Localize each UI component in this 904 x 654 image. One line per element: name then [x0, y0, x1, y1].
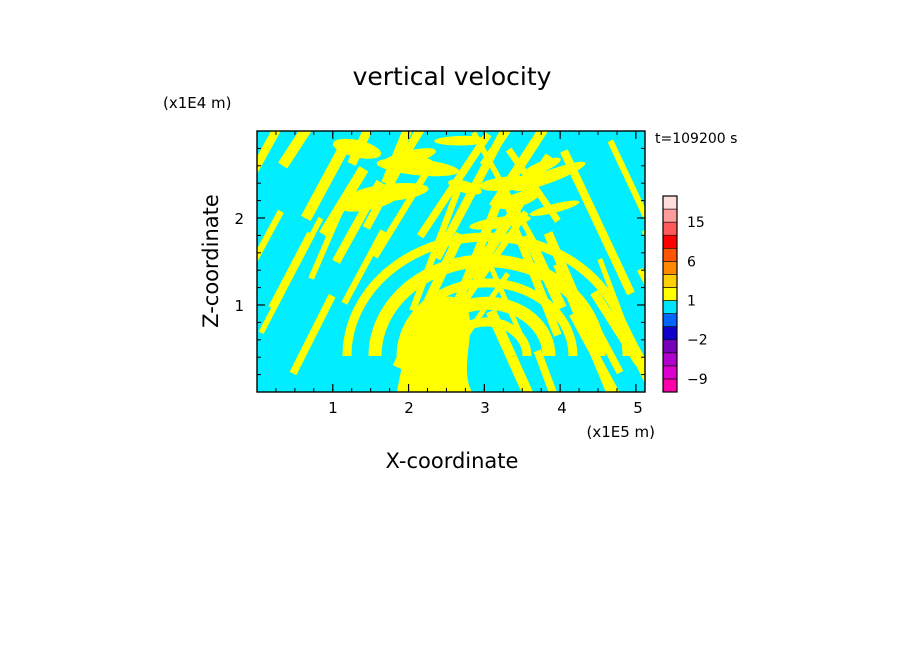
- positive-band: [278, 131, 372, 169]
- positive-blob: [397, 296, 472, 392]
- colorbar-frame: [662, 195, 678, 393]
- chart-title: vertical velocity: [353, 62, 552, 91]
- x-unit-label: (x1E5 m): [586, 423, 655, 441]
- positive-band: [624, 331, 645, 392]
- colorbar-label: −9: [687, 372, 708, 388]
- plot-frame: [256, 130, 646, 393]
- positive-band: [400, 131, 459, 161]
- positive-patch: [469, 215, 531, 230]
- axis-ticks: [257, 131, 645, 392]
- positive-arc: [396, 278, 578, 357]
- positive-band: [560, 149, 635, 296]
- positive-velocity-regions: [257, 131, 645, 392]
- positive-arc: [342, 232, 632, 357]
- colorbar-label: 15: [687, 215, 705, 231]
- positive-patch: [380, 148, 436, 168]
- colorbar-swatch: [662, 195, 678, 210]
- colorbar-swatch: [662, 339, 678, 354]
- positive-patch: [529, 200, 580, 216]
- positive-patch: [434, 135, 489, 146]
- x-tick-labels: 1 2 3 4 5: [328, 399, 643, 417]
- positive-band: [257, 131, 330, 174]
- colorbar-swatch: [662, 378, 678, 393]
- positive-band: [486, 309, 537, 392]
- positive-band: [480, 246, 528, 347]
- positive-patch: [513, 161, 586, 192]
- positive-band: [341, 229, 387, 305]
- positive-band: [289, 294, 336, 376]
- positive-band: [569, 311, 644, 392]
- colorbar-label: 6: [687, 254, 696, 270]
- velocity-field: [257, 131, 645, 392]
- positive-band: [533, 349, 587, 392]
- colorbar-label: −2: [687, 333, 708, 349]
- positive-patch: [332, 138, 382, 159]
- y-unit-label: (x1E4 m): [163, 94, 232, 112]
- y-tick-labels: 1 2: [234, 210, 244, 315]
- positive-arc: [368, 254, 606, 357]
- positive-band: [607, 139, 645, 238]
- positive-patch: [448, 179, 482, 195]
- x-tick-label: 1: [328, 399, 338, 417]
- positive-band: [301, 140, 352, 222]
- positive-patch: [521, 157, 561, 177]
- positive-patch: [498, 190, 540, 210]
- y-tick-label: 1: [234, 297, 244, 315]
- colorbar-swatch: [662, 287, 678, 301]
- colorbar-swatch: [662, 274, 678, 288]
- colorbar-swatch: [662, 221, 678, 236]
- colorbar-swatch: [662, 300, 678, 314]
- y-tick-label: 2: [234, 210, 244, 228]
- x-tick-label: 3: [480, 399, 490, 417]
- colorbar: 15 6 1 −2 −9: [662, 195, 708, 393]
- positive-band: [257, 209, 284, 284]
- time-label: t=109200 s: [655, 131, 737, 147]
- plot-area: [256, 130, 646, 393]
- colorbar-label: 1: [687, 294, 696, 310]
- x-axis-label: X-coordinate: [386, 449, 519, 473]
- positive-band: [347, 131, 402, 166]
- y-axis-label: Z-coordinate: [199, 194, 223, 328]
- positive-band: [479, 131, 540, 168]
- colorbar-swatch: [662, 352, 678, 367]
- x-tick-label: 2: [404, 399, 414, 417]
- x-tick-label: 4: [557, 399, 567, 417]
- colorbar-swatch: [662, 313, 678, 327]
- colorbar-swatch: [662, 261, 678, 275]
- positive-band: [268, 231, 315, 311]
- colorbar-swatch: [662, 208, 678, 223]
- colorbar-swatch: [662, 234, 678, 249]
- colorbar-swatch: [662, 247, 678, 262]
- colorbar-swatch: [662, 326, 678, 341]
- positive-patch: [337, 190, 398, 212]
- x-tick-label: 5: [633, 399, 643, 417]
- colorbar-swatch: [662, 365, 678, 380]
